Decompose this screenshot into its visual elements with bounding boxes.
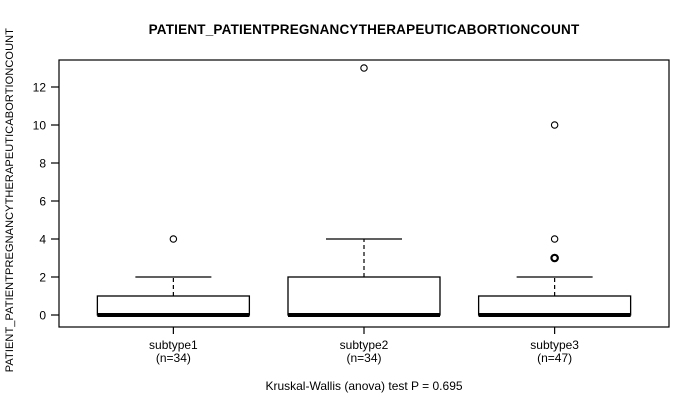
outlier-point: [360, 64, 368, 72]
chart-title: PATIENT_PATIENTPREGNANCYTHERAPEUTICABORT…: [148, 22, 580, 37]
group-label: subtype2: [340, 338, 389, 352]
group-label: subtype3: [530, 338, 579, 352]
box: [96, 295, 251, 316]
group-label: subtype1: [149, 338, 198, 352]
outlier-point: [550, 253, 559, 263]
y-tick-label: 12: [33, 81, 47, 95]
box: [287, 276, 441, 316]
y-tick-label: 8: [39, 157, 46, 171]
group-sublabel: (n=47): [537, 351, 572, 365]
kruskal-wallis-note: Kruskal-Wallis (anova) test P = 0.695: [265, 379, 463, 393]
y-tick-label: 6: [39, 195, 46, 209]
box: [477, 295, 632, 316]
group-sublabel: (n=34): [156, 351, 191, 365]
outlier-point: [550, 235, 559, 243]
outlier-point: [550, 121, 559, 129]
outlier-point: [169, 235, 178, 243]
y-tick-label: 10: [33, 119, 47, 133]
y-tick-label: 4: [39, 233, 46, 247]
y-tick-label: 0: [39, 309, 46, 323]
group-sublabel: (n=34): [346, 351, 381, 365]
y-tick-label: 2: [39, 271, 46, 285]
